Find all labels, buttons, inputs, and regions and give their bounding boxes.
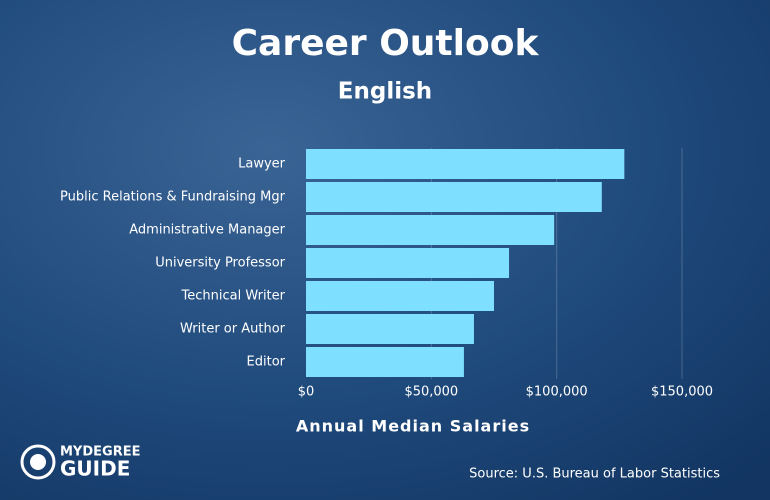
bar (306, 281, 494, 311)
y-tick-label: Administrative Manager (129, 223, 285, 238)
y-tick-label: Lawyer (238, 157, 286, 172)
bar (306, 314, 474, 344)
y-tick-label: Editor (247, 355, 286, 370)
x-tick-label: $0 (298, 385, 315, 400)
logo-icon-center (30, 454, 46, 470)
bar (306, 215, 555, 245)
chart-title: Career Outlook (232, 23, 540, 64)
bar (306, 248, 510, 278)
x-axis-label: Annual Median Salaries (296, 417, 530, 436)
logo-bottom: GUIDE (60, 457, 130, 481)
y-tick-label: Technical Writer (181, 289, 286, 304)
logo: MYDEGREE GUIDE (20, 444, 140, 481)
bar (306, 149, 625, 179)
x-tick-label: $100,000 (526, 385, 588, 400)
y-tick-label: Public Relations & Fundraising Mgr (60, 190, 286, 205)
x-tick-label: $150,000 (651, 385, 713, 400)
x-tick-label: $50,000 (404, 385, 458, 400)
bar (306, 347, 464, 377)
chart-subtitle: English (338, 79, 432, 105)
bar (306, 182, 602, 212)
y-tick-label: Writer or Author (180, 322, 286, 337)
logo-icon (20, 444, 56, 480)
source: Source: U.S. Bureau of Labor Statistics (469, 467, 720, 482)
logo-top: MYDEGREE (60, 445, 140, 460)
y-tick-label: University Professor (155, 256, 285, 271)
